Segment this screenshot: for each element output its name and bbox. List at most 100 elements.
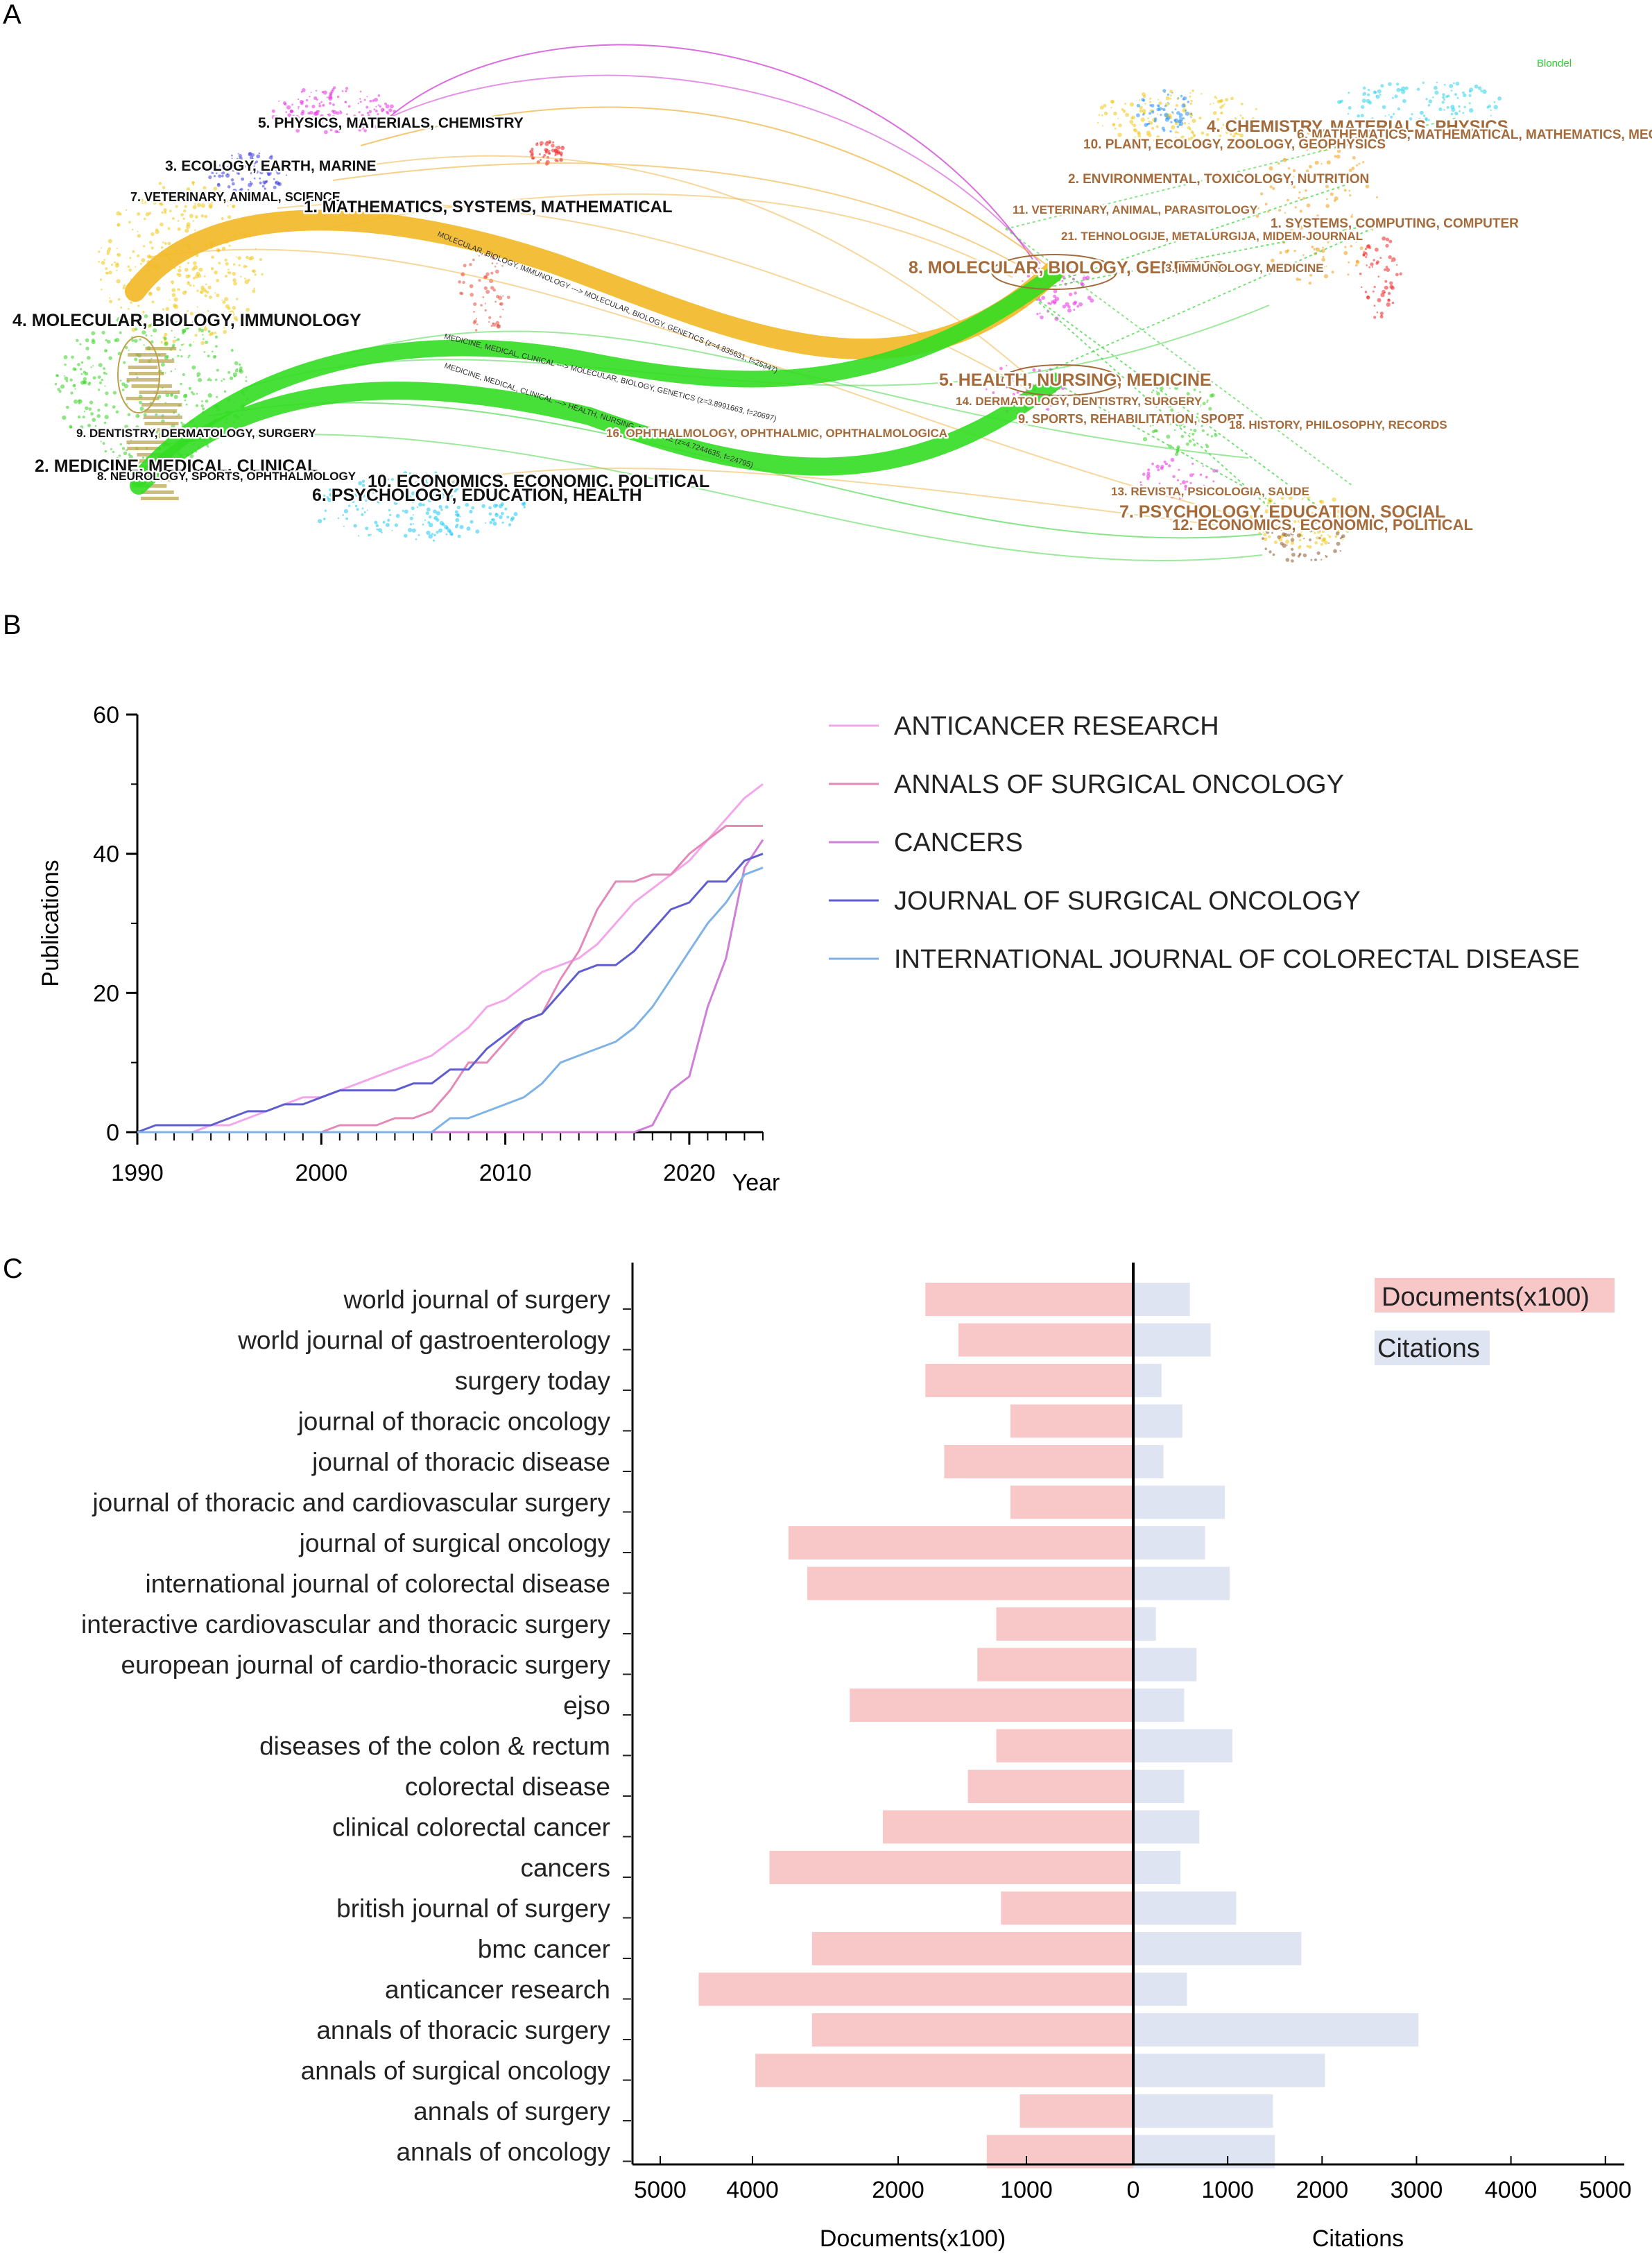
citations-bar-20 [1133,2094,1273,2128]
bar-chart-axes: 5000 4000 2000 1000 0 1000 2000 3000 4000 5000 Doc… [631,1263,1632,2252]
c-left-tick-label: 0 [1127,2177,1140,2203]
citations-bar-16 [1133,1932,1302,1965]
category-label-18: annals of thoracic surgery [316,2016,610,2044]
x-axis-title: Year [732,1170,780,1196]
right-cluster-labels: 4. CHEMISTRY, MATERIALS, PHYSICS 6. MATH… [605,116,1652,536]
y-tick-label: 60 [93,702,119,728]
citations-bar-5 [1133,1485,1225,1519]
citations-bar-19 [1133,2053,1325,2087]
citations-bar-11 [1133,1729,1232,1763]
citations-bar-3 [1133,1404,1182,1438]
c-left-axis-title: Documents(x100) [820,2225,1006,2252]
cluster-right-21: 21. TEHNOLOGIJE, METALURGIJA, MIDEM-JOUR… [1061,230,1363,243]
citations-bar-8 [1133,1607,1156,1641]
legend-citations-swatch [1375,1331,1490,1365]
y-tick-label: 40 [93,841,119,868]
category-label-7: international journal of colorectal dise… [145,1570,610,1598]
cluster-left-4: 4. MOLECULAR, BIOLOGY, IMMUNOLOGY [12,311,361,330]
x-tick-label: 2000 [295,1160,347,1186]
citations-bar-21 [1133,2135,1275,2169]
documents-bar-17 [698,1972,1133,2006]
category-label-4: journal of thoracic disease [311,1448,610,1476]
series-line-2 [137,839,764,1134]
c-left-tick-label: 1000 [1000,2177,1053,2203]
documents-bar-13 [883,1810,1133,1844]
cluster-right-4: 4. CHEMISTRY, MATERIALS, PHYSICS [1207,117,1508,136]
panel-c-label: C [3,1254,23,1284]
category-label-6: journal of surgical oncology [299,1529,611,1557]
citations-bar-10 [1133,1689,1185,1722]
citations-bar-18 [1133,2013,1419,2046]
algorithm-label: Blondel [1537,58,1572,69]
category-label-10: ejso [563,1691,610,1720]
documents-bar-18 [811,2013,1133,2046]
documents-bar-6 [788,1526,1133,1559]
c-right-tick-label: 3000 [1391,2177,1443,2203]
citations-bar-4 [1133,1445,1164,1478]
x-tick-label: 2010 [479,1160,532,1186]
y-tick-label: 0 [106,1120,119,1146]
documents-bar-2 [925,1364,1133,1397]
bar-chart-legend: Documents(x100) Citations [1375,1278,1615,1365]
cluster-left-5: 5. PHYSICS, MATERIALS, CHEMISTRY [258,115,524,131]
x-tick-label: 1990 [111,1160,164,1186]
category-label-3: journal of thoracic oncology [298,1408,611,1436]
documents-bar-8 [996,1607,1133,1641]
series-line-0 [137,783,764,1134]
c-right-tick-label: 2000 [1296,2177,1348,2203]
citations-bar-7 [1133,1566,1230,1600]
category-label-20: annals of surgery [413,2097,610,2126]
category-label-14: cancers [520,1854,610,1882]
cluster-right-11: 11. VETERINARY, ANIMAL, PARASITOLOGY [1013,203,1258,216]
bar-chart-categories: world journal of surgery world journal of… [81,1285,631,2167]
documents-bar-15 [1001,1891,1133,1925]
citations-bar-14 [1133,1851,1181,1884]
cluster-right-10: 10. PLANT, ECOLOGY, ZOOLOGY, GEOPHYSICS [1083,137,1386,152]
category-label-16: bmc cancer [478,1935,610,1963]
c-left-tick-label: 4000 [726,2177,779,2203]
documents-bar-16 [811,1932,1133,1965]
category-label-2: surgery today [455,1367,611,1395]
c-right-tick-label: 1000 [1201,2177,1254,2203]
cluster-right-14: 14. DERMATOLOGY, DENTISTRY, SURGERY [956,395,1203,408]
panel-c-bar-chart: C 5000 4000 2000 1000 0 1000 2000 3000 4000 5000 D… [3,1254,1632,2252]
documents-bar-12 [967,1770,1133,1803]
category-label-15: british journal of surgery [336,1895,610,1923]
panel-b-line-chart: B 0 20 40 60 1990 2000 2010 2020 Year Publication… [3,610,1580,1196]
main-citation-flows [125,210,1065,495]
flow-medicine-to-molecular [130,266,1062,487]
cluster-right-6: 6. MATHEMATICS, MATHEMATICAL, MATHEMATIC… [1297,128,1652,142]
cluster-right-8: 8. MOLECULAR, BIOLOGY, GENETICS [909,258,1225,277]
cluster-left-10: 10. ECONOMICS, ECONOMIC, POLITICAL [368,472,709,491]
focal-ellipses [117,254,1121,413]
citations-bar-9 [1133,1648,1197,1682]
series-line-1 [137,825,763,1134]
category-label-13: clinical colorectal cancer [332,1813,610,1842]
cluster-left-7: 7. VETERINARY, ANIMAL, SCIENCE [130,190,341,204]
documents-bar-1 [958,1323,1133,1357]
cluster-left-3: 3. ECOLOGY, EARTH, MARINE [165,158,377,174]
citations-bar-1 [1133,1323,1211,1357]
category-label-8: interactive cardiovascular and thoracic … [81,1610,610,1639]
legend-citations-label: Citations [1377,1334,1480,1363]
category-label-11: diseases of the colon & rectum [259,1732,610,1761]
citations-bar-6 [1133,1526,1205,1559]
citations-bar-12 [1133,1770,1185,1803]
line-chart-series [137,783,764,1134]
category-label-17: anticancer research [385,1976,610,2004]
category-label-9: european journal of cardio-thoracic surg… [121,1651,611,1680]
cluster-right-2: 2. ENVIRONMENTAL, TOXICOLOGY, NUTRITION [1068,172,1369,187]
x-tick-label: 2020 [663,1160,716,1186]
cluster-right-16: 16. OPHTHALMOLOGY, OPHTHALMIC, OPHTHALMO… [606,427,947,440]
legend-label-3: JOURNAL OF SURGICAL ONCOLOGY [894,887,1361,916]
line-chart-axes: 0 20 40 60 1990 2000 2010 2020 Year Publications [37,702,780,1196]
documents-bar-5 [1010,1485,1133,1519]
cluster-left-6: 6. PSYCHOLOGY, EDUCATION, HEALTH [312,486,642,505]
documents-bar-9 [977,1648,1133,1682]
c-right-axis-title: Citations [1312,2225,1404,2252]
legend-label-4: INTERNATIONAL JOURNAL OF COLORECTAL DISE… [894,945,1580,974]
c-right-tick-label: 5000 [1579,2177,1632,2203]
documents-bar-10 [850,1689,1133,1722]
category-label-12: colorectal disease [405,1772,610,1801]
